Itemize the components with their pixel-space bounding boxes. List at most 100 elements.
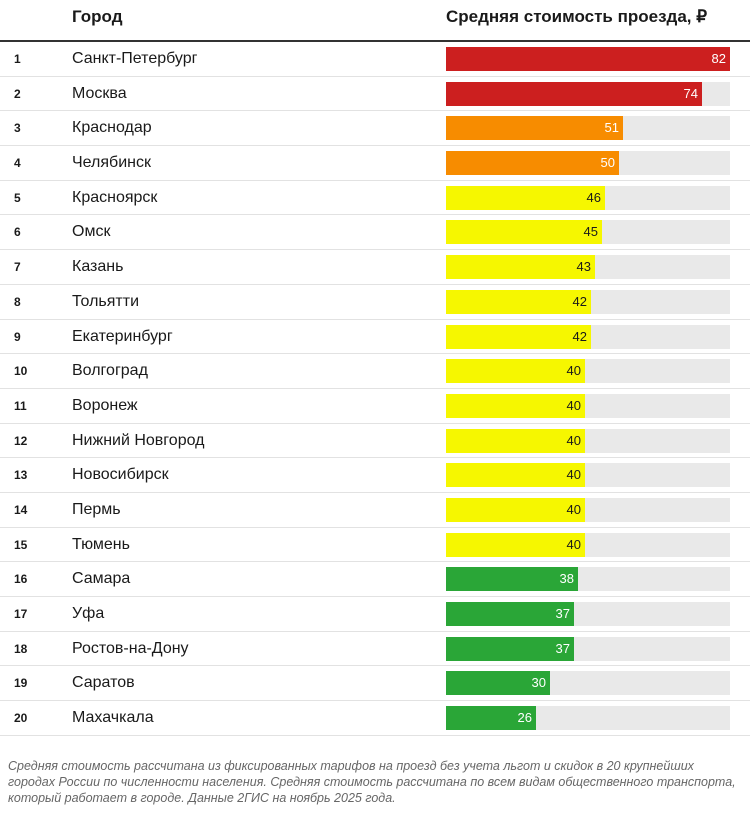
fare-value-label: 37 — [555, 640, 570, 656]
rank-number: 14 — [14, 502, 28, 517]
table-row: 20 Махачкала 26 — [0, 701, 750, 736]
bar-track: 40 — [446, 393, 730, 418]
city-name: Самара — [72, 570, 131, 588]
bar-track: 26 — [446, 706, 730, 731]
city-name: Новосибирск — [72, 466, 169, 484]
bar-track: 30 — [446, 671, 730, 696]
rank-number: 18 — [14, 641, 28, 656]
table-row: 3 Краснодар 51 — [0, 111, 750, 147]
city-column-header: Город — [72, 7, 123, 26]
fare-bar: 37 — [446, 602, 574, 626]
fare-bar: 42 — [446, 324, 591, 349]
fare-value-label: 40 — [566, 501, 581, 517]
rank-number: 8 — [14, 294, 21, 309]
rank-number: 10 — [14, 364, 28, 379]
rank-number: 7 — [14, 260, 21, 275]
fare-bar: 46 — [446, 185, 605, 210]
fare-bar: 43 — [446, 255, 595, 280]
fare-bar: 38 — [446, 567, 578, 592]
fare-value-label: 40 — [566, 467, 581, 483]
fare-bar: 82 — [446, 47, 730, 71]
rank-number: 17 — [14, 607, 28, 621]
bar-track: 40 — [446, 428, 730, 453]
fare-value-label: 40 — [566, 536, 581, 552]
rank-number: 5 — [14, 190, 21, 205]
fare-value-label: 42 — [572, 328, 587, 344]
rank-number: 16 — [14, 572, 28, 587]
table-row: 14 Пермь 40 — [0, 493, 750, 528]
rank-number: 19 — [14, 676, 28, 691]
table-row: 7 Казань 43 — [0, 250, 750, 285]
bar-track: 37 — [446, 602, 730, 626]
city-name: Казань — [72, 258, 124, 276]
fare-bar: 40 — [446, 393, 585, 418]
city-name: Москва — [72, 84, 127, 102]
fare-bar: 40 — [446, 463, 585, 488]
table-row: 15 Тюмень 40 — [0, 528, 750, 563]
fare-value-label: 42 — [572, 293, 587, 309]
table-header: Город Средняя стоимость проезда, ₽ — [0, 0, 750, 42]
city-name: Омск — [72, 223, 111, 241]
fare-value-label: 51 — [604, 120, 619, 136]
fare-bar-chart: 1 Санкт-Петербург 82 2 Москва 74 3 Краснодар 51 4… — [0, 42, 750, 736]
fare-value-label: 38 — [559, 571, 574, 587]
bar-track: 82 — [446, 47, 730, 71]
cost-column-header: Средняя стоимость проезда, ₽ — [446, 7, 708, 26]
fare-bar: 42 — [446, 289, 591, 314]
fare-value-label: 50 — [600, 155, 615, 171]
table-row: 17 Уфа 37 — [0, 597, 750, 632]
bar-track: 37 — [446, 636, 730, 661]
fare-value-label: 74 — [683, 85, 698, 101]
fare-bar: 74 — [446, 81, 702, 106]
rank-number: 12 — [14, 433, 28, 448]
city-name: Челябинск — [72, 154, 151, 172]
fare-value-label: 82 — [711, 51, 726, 66]
table-row: 2 Москва 74 — [0, 77, 750, 112]
bar-track: 42 — [446, 324, 730, 349]
bar-track: 42 — [446, 289, 730, 314]
city-name: Краснодар — [72, 119, 152, 137]
fare-value-label: 46 — [586, 189, 601, 205]
table-row: 13 Новосибирск 40 — [0, 458, 750, 493]
fare-bar: 40 — [446, 532, 585, 557]
table-row: 10 Волгоград 40 — [0, 354, 750, 389]
bar-track: 40 — [446, 463, 730, 488]
bar-track: 40 — [446, 497, 730, 522]
bar-track: 40 — [446, 359, 730, 384]
fare-bar: 51 — [446, 116, 623, 141]
table-row: 5 Красноярск 46 — [0, 181, 750, 216]
table-row: 1 Санкт-Петербург 82 — [0, 42, 750, 77]
table-row: 19 Саратов 30 — [0, 666, 750, 702]
city-name: Красноярск — [72, 188, 158, 206]
fare-value-label: 37 — [555, 606, 570, 621]
fare-value-label: 30 — [531, 675, 546, 691]
footnote: Средняя стоимость рассчитана из фиксиров… — [8, 759, 736, 805]
bar-track: 50 — [446, 151, 730, 176]
bar-track: 46 — [446, 185, 730, 210]
table-row: 18 Ростов-на-Дону 37 — [0, 632, 750, 667]
rank-number: 3 — [14, 121, 21, 136]
table-row: 8 Тольятти 42 — [0, 285, 750, 320]
fare-bar: 26 — [446, 706, 536, 731]
fare-bar: 40 — [446, 428, 585, 453]
bar-track: 43 — [446, 255, 730, 280]
city-name: Махачкала — [72, 709, 154, 727]
fare-value-label: 40 — [566, 432, 581, 448]
table-row: 9 Екатеринбург 42 — [0, 320, 750, 355]
city-name: Санкт-Петербург — [72, 50, 198, 67]
fare-bar: 40 — [446, 497, 585, 522]
fare-bar: 40 — [446, 359, 585, 384]
rank-number: 13 — [14, 468, 28, 483]
bar-track: 51 — [446, 116, 730, 141]
table-row: 4 Челябинск 50 — [0, 146, 750, 181]
city-name: Волгоград — [72, 362, 148, 380]
rank-number: 15 — [14, 537, 28, 552]
bar-track: 40 — [446, 532, 730, 557]
bar-track: 45 — [446, 220, 730, 245]
city-name: Воронеж — [72, 396, 138, 414]
city-name: Тюмень — [72, 535, 130, 553]
city-name: Ростов-на-Дону — [72, 639, 189, 657]
rank-number: 20 — [14, 711, 28, 726]
city-name: Пермь — [72, 500, 121, 518]
bar-track: 74 — [446, 81, 730, 106]
